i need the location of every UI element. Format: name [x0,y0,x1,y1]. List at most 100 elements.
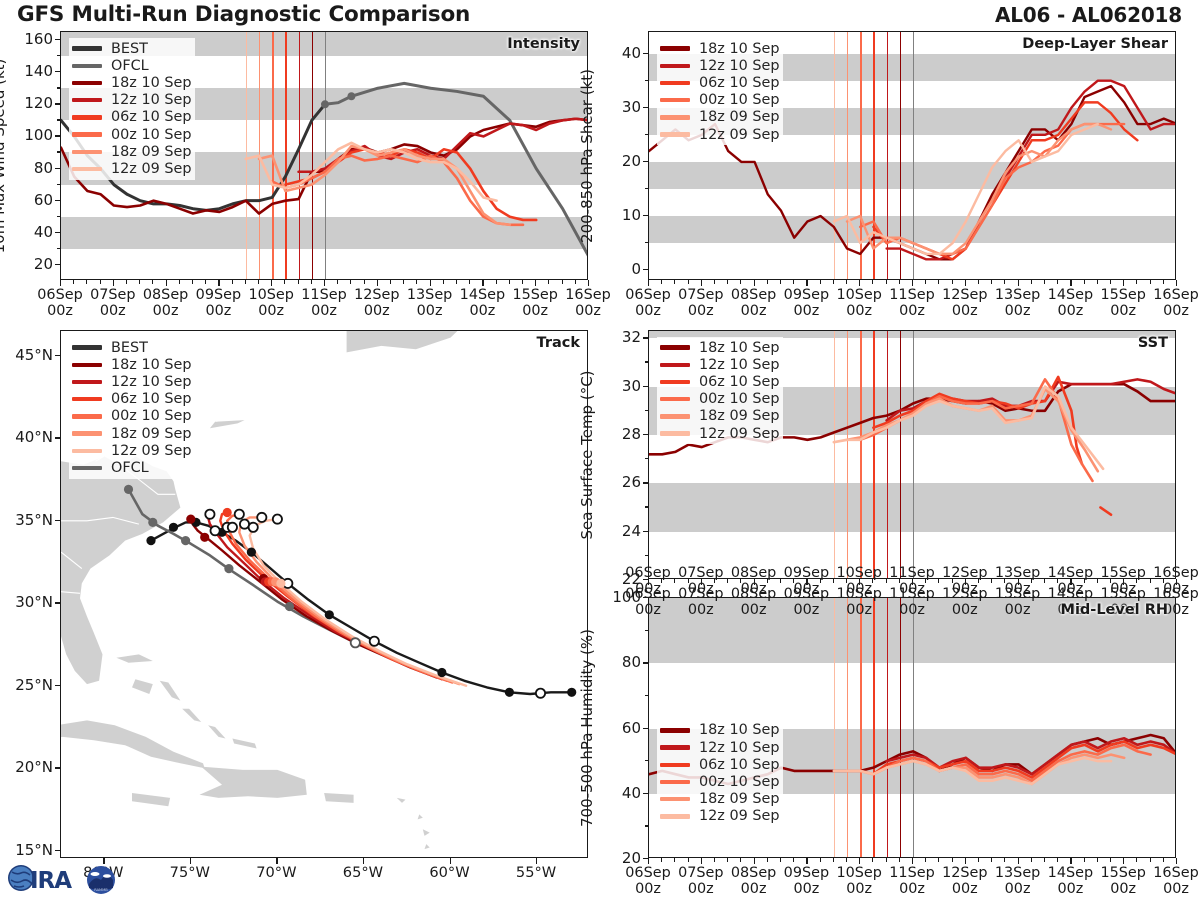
legend-item[interactable]: 18z 09 Sep [72,143,191,160]
legend-item[interactable]: 12z 10 Sep [660,356,779,373]
x-tick-label-top: 11Sep 00z [889,565,935,597]
legend-item[interactable]: 18z 10 Sep [660,339,779,356]
x-minor-tick [740,280,742,284]
legend-item[interactable]: OFCL [72,459,191,476]
x-minor-tick [363,280,365,284]
y-minor-tick [644,554,649,557]
y-tick-mark [643,482,649,484]
legend-item[interactable]: 06z 10 Sep [660,373,779,390]
legend-item[interactable]: 12z 09 Sep [72,442,191,459]
x-minor-tick [978,858,980,862]
legend-item[interactable]: 12z 09 Sep [660,425,779,442]
x-minor-tick [1162,579,1164,583]
legend-item[interactable]: 00z 10 Sep [72,408,191,425]
x-tick-label-top: 07Sep 00z [678,565,724,597]
x-minor-tick [1149,579,1151,583]
legend-item[interactable]: 00z 10 Sep [72,126,191,143]
y-minor-tick [644,629,649,631]
x-minor-tick [872,579,874,583]
y-tick-label: 0 [631,260,641,279]
legend-item[interactable]: BEST [72,40,191,57]
legend-item[interactable]: 18z 10 Sep [660,722,779,739]
y-axis-label-rh: 700-500 hPa Humidity (%) [578,628,596,827]
legend-label: 18z 10 Sep [699,339,780,356]
legend-label: BEST [111,339,148,356]
y-minor-tick [644,361,649,363]
x-tick-mark [912,858,914,864]
legend-swatch [660,379,690,385]
x-minor-tick [898,579,900,583]
shaded-band [649,161,1175,189]
x-tick-mark [806,858,808,864]
panel-shear[interactable]: Deep-Layer Shear 18z 10 Sep 12z 10 Sep 06z … [648,31,1176,280]
legend-swatch [72,379,102,385]
x-minor-tick [951,858,953,862]
x-tick-label: 15Sep 00z [512,287,558,319]
landmass [396,797,406,803]
shaded-band [649,483,1175,532]
x-tick-label: 07Sep 00z [678,287,724,319]
panel-intensity[interactable]: Intensity BEST OFCL 18z 10 Sep 12z 10 Sep 06z… [60,31,588,280]
legend-item[interactable]: BEST [72,339,191,356]
y-tick-label: 160 [24,30,53,49]
legend-item[interactable]: 00z 10 Sep [660,391,779,408]
x-minor-tick [284,280,286,284]
legend-item[interactable]: 18z 09 Sep [660,408,779,425]
y-minor-tick [644,187,649,190]
x-tick-mark [753,579,755,585]
legend-swatch [72,80,102,86]
legend-item[interactable]: 12z 09 Sep [660,126,779,143]
legend-item[interactable]: 06z 10 Sep [72,109,191,126]
legend-item[interactable]: 18z 09 Sep [660,791,779,808]
legend-item[interactable]: 12z 09 Sep [660,808,779,825]
lon-tick-mark [362,858,365,864]
legend-item[interactable]: 06z 10 Sep [660,756,779,773]
x-minor-tick [310,280,312,284]
legend-label: 06z 10 Sep [111,109,192,126]
track-marker-open [256,511,268,523]
x-minor-tick [832,858,834,862]
x-tick-label: 06Sep 00z [625,287,671,319]
legend-item[interactable]: 12z 10 Sep [72,92,191,109]
legend-item[interactable]: 12z 09 Sep [72,160,191,177]
cira-logo: IRA RAMMB [4,858,122,898]
legend-item[interactable]: 00z 10 Sep [660,92,779,109]
x-tick-mark [806,280,808,286]
panel-track[interactable]: Track BEST 18z 10 Sep 12z 10 Sep 06z 10 Sep 0… [60,330,588,858]
x-minor-tick [832,280,834,284]
legend-item[interactable]: 06z 10 Sep [72,391,191,408]
panel-rh[interactable]: Mid-Level RH 18z 10 Sep 12z 10 Sep 06z 10 S… [648,597,1176,858]
x-tick-label: 11Sep 00z [301,287,347,319]
y-tick-label: 24 [621,521,641,540]
legend-item[interactable]: 12z 10 Sep [72,373,191,390]
legend-item[interactable]: 18z 09 Sep [72,425,191,442]
panel-sst[interactable]: SST 18z 10 Sep 12z 10 Sep 06z 10 Sep 00z 10 … [648,330,1176,579]
x-minor-tick [819,579,821,583]
legend-item[interactable]: 18z 09 Sep [660,109,779,126]
track-marker-open [204,508,216,520]
y-minor-tick [644,242,649,244]
y-tick-mark [55,135,61,137]
legend-label: 06z 10 Sep [699,756,780,773]
legend-item[interactable]: 00z 10 Sep [660,773,779,790]
legend-label: 12z 10 Sep [111,373,192,390]
legend-item[interactable]: OFCL [72,57,191,74]
legend-item[interactable]: 12z 10 Sep [660,739,779,756]
series-line [858,743,1152,782]
x-minor-tick [991,280,993,284]
x-tick-mark [1176,858,1178,864]
x-minor-tick [727,579,729,583]
y-tick-mark [55,39,61,41]
x-minor-tick [337,280,339,284]
series-line [297,117,587,174]
legend-item[interactable]: 18z 10 Sep [660,40,779,57]
legend-item[interactable]: 18z 10 Sep [72,356,191,373]
legend-item[interactable]: 06z 10 Sep [660,74,779,91]
legend-swatch [72,345,102,350]
x-minor-tick [442,280,444,284]
legend-item[interactable]: 18z 10 Sep [72,74,191,91]
x-tick-label: 06Sep 00z [37,287,83,319]
y-tick-mark [643,792,649,795]
legend-item[interactable]: 12z 10 Sep [660,57,779,74]
y-tick-label: 80 [621,653,641,672]
